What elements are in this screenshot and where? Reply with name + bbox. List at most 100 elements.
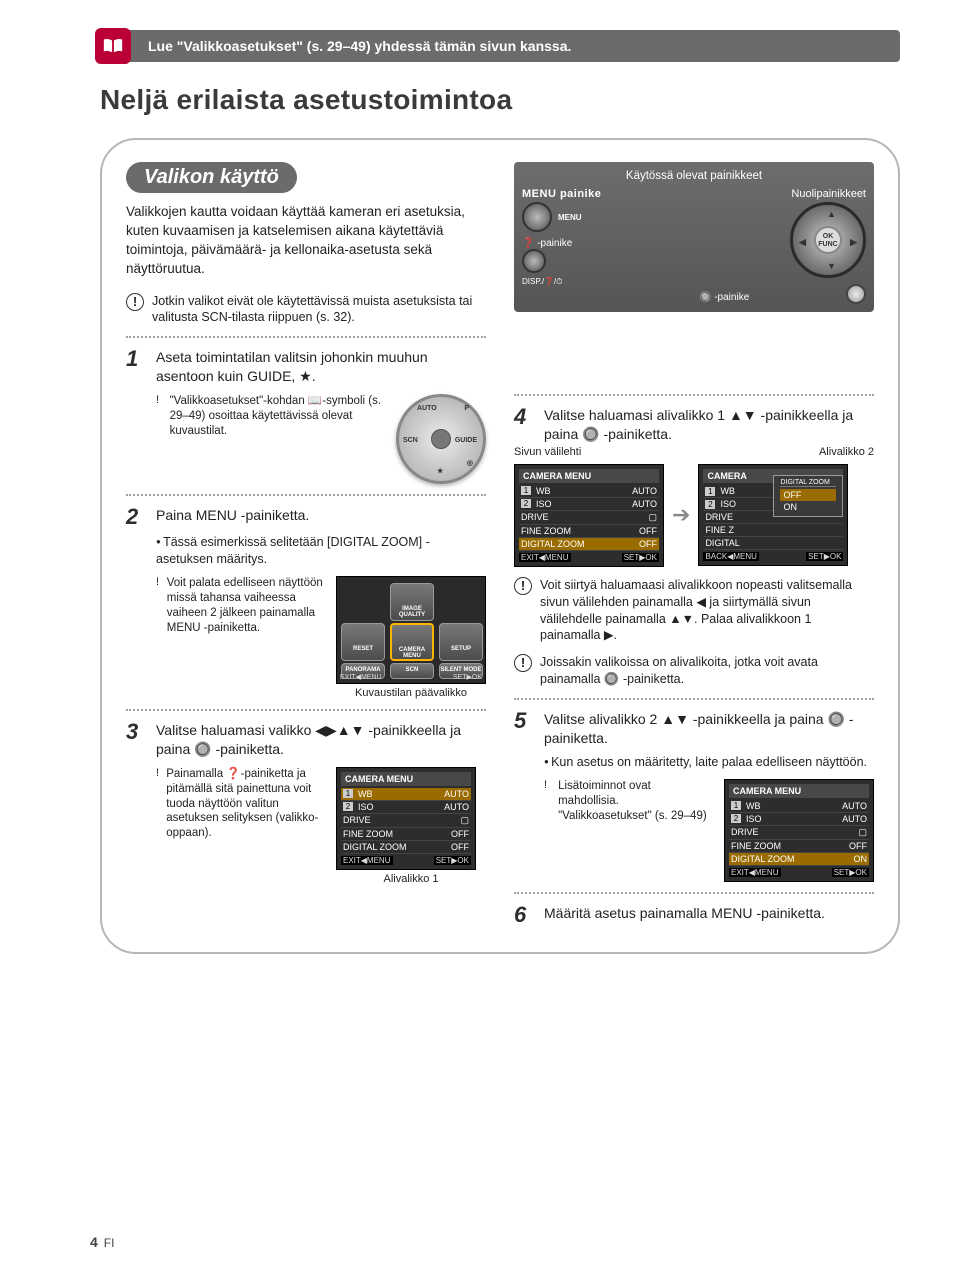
popup-on: ON — [780, 501, 836, 513]
lcd-label: WB — [358, 789, 373, 799]
digital-zoom-popup: DIGITAL ZOOM OFF ON — [773, 475, 843, 517]
warning-icon: ! — [156, 394, 164, 410]
dial-mark: GUIDE — [455, 437, 477, 444]
lcd-set: SET▶OK — [434, 856, 471, 865]
section-intro: Valikkojen kautta voidaan käyttää kamera… — [126, 203, 486, 279]
reference-text: Lue "Valikkoasetukset" (s. 29–49) yhdess… — [148, 38, 571, 54]
warning-icon: ! — [156, 576, 161, 592]
step-text: Paina MENU -painiketta. — [156, 506, 309, 528]
page-number: 4FI — [90, 1234, 114, 1250]
lcd-label: FINE ZOOM — [343, 829, 393, 839]
step-text: Valitse alivalikko 2 ▲▼ -painikkeella ja… — [544, 710, 874, 748]
lcd-value: AUTO — [444, 789, 469, 799]
lcd-exit: EXIT◀MENU — [341, 856, 393, 865]
step-1: 1 Aseta toimintatilan valitsin johonkin … — [126, 348, 486, 386]
step4-note2: ! Joissakin valikoissa on alivalikoita, … — [514, 654, 874, 688]
step-number: 6 — [514, 904, 534, 926]
note-text: "Valikkoasetukset"-kohdan 📖-symboli (s. … — [170, 394, 386, 439]
warning-icon: ! — [156, 767, 160, 783]
step2-note: ! Voit palata edelliseen näyttöön missä … — [156, 576, 326, 636]
note-text: Voit palata edelliseen näyttöön missä ta… — [167, 576, 326, 636]
book-icon — [95, 28, 131, 64]
separator — [126, 494, 486, 496]
step5-note: ! Lisätoiminnot ovat mahdollisia. "Valik… — [544, 779, 714, 824]
split-label-left: Sivun välilehti — [514, 446, 581, 458]
main-panel: Valikon käyttö Valikkojen kautta voidaan… — [100, 138, 900, 954]
timer-icon — [846, 284, 866, 304]
right-column: Käytössä olevat painikkeet MENU painike … — [514, 162, 874, 928]
step-3: 3 Valitse haluamasi valikko ◀▶▲▼ -painik… — [126, 721, 486, 759]
warning-icon: ! — [544, 779, 552, 795]
step-text: Aseta toimintatilan valitsin johonkin mu… — [156, 348, 486, 386]
mode-dial: AUTO SCN P GUIDE ★ ◎ — [396, 394, 486, 484]
lcd-exit: EXIT◀MENU — [340, 673, 382, 681]
split-label-right: Alivalikko 2 — [819, 446, 874, 458]
dial-mark: ◎ — [467, 459, 473, 467]
dpad-icon: OK FUNC ▲ ▼ ◀ ▶ — [790, 202, 866, 278]
lcd-set: SET▶OK — [453, 673, 482, 681]
separator — [126, 709, 486, 711]
menu-button-label: MENU painike — [522, 188, 689, 200]
section-header: Valikon käyttö — [126, 162, 297, 193]
menu-button-icon — [522, 202, 552, 232]
step-number: 3 — [126, 721, 146, 759]
main-menu-screenshot: IMAGE QUALITY RESET CAMERA MENU SETUP PA… — [336, 576, 486, 684]
step-number: 5 — [514, 710, 534, 748]
note-scn: ! Jotkin valikot eivät ole käytettävissä… — [126, 293, 486, 327]
separator — [126, 336, 486, 338]
dial-mark: AUTO — [417, 405, 437, 412]
dial-mark: ★ — [437, 467, 443, 475]
step-text: Valitse haluamasi alivalikko 1 ▲▼ -paini… — [544, 406, 874, 444]
help-button-icon — [522, 249, 546, 273]
separator — [514, 892, 874, 894]
separator — [514, 394, 874, 396]
step-number: 1 — [126, 348, 146, 386]
step3-note: ! Painamalla ❓-painiketta ja pitämällä s… — [156, 767, 326, 842]
step4-note1: ! Voit siirtyä haluamaasi alivalikkoon n… — [514, 577, 874, 645]
menu-sub: MENU — [558, 213, 582, 222]
submenu2-screenshot: CAMERA 1WB 2ISO DRIVE FINE Z DIGITAL BAC… — [698, 464, 848, 566]
note-text: Joissakin valikoissa on alivalikoita, jo… — [540, 654, 874, 688]
submenu1-screenshot: CAMERA MENU 1WBAUTO 2ISOAUTO DRIVE▢ FINE… — [336, 767, 476, 870]
menu-tile: RESET — [341, 623, 385, 661]
step-number: 4 — [514, 406, 534, 444]
lcd-value: AUTO — [444, 802, 469, 812]
final-screenshot: CAMERA MENU 1WBAUTO 2ISOAUTO DRIVE▢ FINE… — [724, 779, 874, 882]
note-text: Painamalla ❓-painiketta ja pitämällä sit… — [166, 767, 326, 842]
warning-icon: ! — [514, 654, 532, 672]
lcd-value: ▢ — [460, 815, 469, 826]
warning-icon: ! — [126, 293, 144, 311]
note-text: Jotkin valikot eivät ole käytettävissä m… — [152, 293, 486, 327]
step-text: Määritä asetus painamalla MENU -painiket… — [544, 904, 825, 926]
controls-box: Käytössä olevat painikkeet MENU painike … — [514, 162, 874, 312]
step-number: 2 — [126, 506, 146, 528]
lcd-value: OFF — [451, 829, 469, 839]
lcd-label: DIGITAL ZOOM — [343, 842, 407, 852]
note-text: Lisätoiminnot ovat mahdollisia. "Valikko… — [558, 779, 714, 824]
popup-off: OFF — [780, 489, 836, 501]
step5-sub: Kun asetus on määritetty, laite palaa ed… — [544, 754, 874, 771]
lcd-label: DRIVE — [343, 815, 371, 825]
step2-sub: Tässä esimerkissä selitetään [DIGITAL ZO… — [156, 534, 486, 568]
dial-mark: SCN — [403, 437, 418, 444]
help-button-label: ❓ -painike — [522, 238, 689, 249]
lcd-label: ISO — [358, 802, 374, 812]
func-label: 🔘 -painike — [699, 292, 749, 303]
step-5: 5 Valitse alivalikko 2 ▲▼ -painikkeella … — [514, 710, 874, 748]
menu-tile: IMAGE QUALITY — [390, 583, 434, 621]
warning-icon: ! — [514, 577, 532, 595]
left-column: Valikon käyttö Valikkojen kautta voidaan… — [126, 162, 486, 928]
step-4: 4 Valitse haluamasi alivalikko 1 ▲▼ -pai… — [514, 406, 874, 444]
screenshot-caption: Alivalikko 1 — [336, 873, 486, 885]
dial-mark: P — [464, 405, 469, 412]
arrows-label: Nuolipainikkeet — [699, 188, 866, 200]
reference-bar: Lue "Valikkoasetukset" (s. 29–49) yhdess… — [100, 30, 900, 62]
menu-tile-selected: CAMERA MENU — [390, 623, 434, 661]
lcd-title: CAMERA MENU — [519, 469, 659, 483]
page-title: Neljä erilaista asetustoimintoa — [100, 84, 900, 116]
submenu1-sivuvalilehti: CAMERA MENU 1WBAUTO 2ISOAUTO DRIVE▢ FINE… — [514, 464, 664, 567]
controls-title: Käytössä olevat painikkeet — [522, 170, 866, 182]
disp-label: DISP./❓/⏱ — [522, 277, 689, 287]
lcd-title: CAMERA MENU — [341, 772, 471, 786]
lcd-value: OFF — [451, 842, 469, 852]
